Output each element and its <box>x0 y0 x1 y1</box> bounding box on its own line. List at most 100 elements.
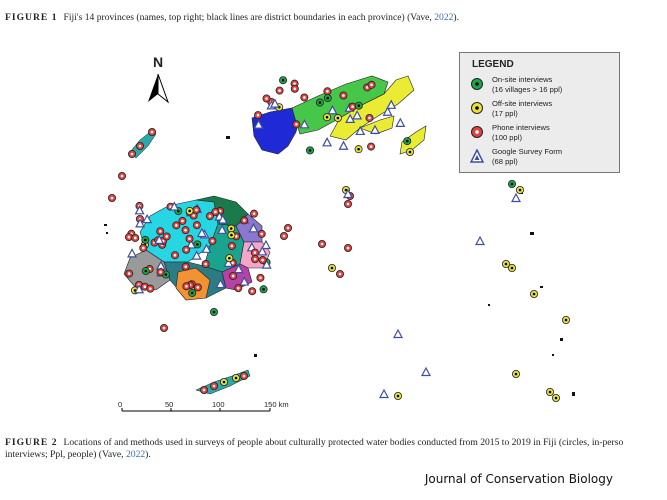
survey-point-center <box>231 274 235 278</box>
survey-point-center <box>188 237 191 241</box>
survey-markers <box>108 76 571 402</box>
survey-point-center <box>532 292 536 296</box>
survey-point-center <box>281 78 285 82</box>
figure-2-text-line1: Locations of and methods used in surveys… <box>63 437 624 448</box>
survey-point-center <box>195 208 198 212</box>
legend-google-detail: (68 ppl) <box>492 156 518 166</box>
survey-point-center <box>196 243 199 246</box>
survey-point-center <box>405 139 409 143</box>
figure-1-label: FIGURE 1 <box>5 12 58 23</box>
blue-triangle-icon <box>470 149 484 163</box>
legend-item-offsite: Off-site interviews (17 ppl) <box>466 99 618 125</box>
legend-item-phone: Phone interviews (100 ppl) <box>466 123 618 149</box>
survey-form-marker <box>338 140 349 150</box>
scale-tick-0: 0 <box>118 400 123 409</box>
legend-offsite-label: Off-site interviews <box>492 99 553 108</box>
figure-2-citation-year[interactable]: 2022 <box>125 449 146 460</box>
survey-point-center <box>320 242 324 246</box>
survey-point-center <box>308 149 312 152</box>
survey-point-center <box>204 262 207 266</box>
survey-point-center <box>554 396 558 400</box>
survey-point-center <box>368 116 371 120</box>
survey-form-marker <box>382 106 393 116</box>
green-circle-icon <box>471 78 483 90</box>
survey-point-center <box>510 182 514 186</box>
vanua-levu-island <box>251 75 427 155</box>
legend-google-label: Google Survey Form <box>492 147 563 156</box>
survey-point-center <box>261 258 264 262</box>
survey-point-center <box>325 115 329 119</box>
survey-point-center <box>342 94 345 97</box>
survey-point-center <box>234 235 238 238</box>
survey-form-marker <box>511 192 521 203</box>
survey-point-center <box>260 232 264 236</box>
legend-item-onsite: On-site interviews (16 villages > 16 ppl) <box>466 75 618 101</box>
survey-point-center <box>165 235 168 238</box>
survey-form-marker <box>186 239 197 249</box>
scale-tick-50: 50 <box>165 400 174 409</box>
figure-2-caption: FIGURE 2 Locations of and methods used in… <box>5 437 665 461</box>
survey-point-center <box>234 376 238 380</box>
survey-point-center <box>130 152 134 156</box>
survey-point-center <box>188 209 191 213</box>
survey-point-center <box>196 286 200 289</box>
yellow-circle-icon <box>471 102 483 114</box>
survey-point-center <box>346 246 350 250</box>
taveuni-island <box>399 125 427 155</box>
survey-point-center <box>184 228 187 232</box>
scale-tick-150: 150 km <box>264 400 289 409</box>
legend-onsite-detail: (16 villages > 16 ppl) <box>492 84 563 94</box>
survey-point-center <box>510 266 514 270</box>
survey-point-center <box>253 251 257 254</box>
figure-1-caption: FIGURE 1 Fiji's 14 provinces (names, top … <box>5 12 665 24</box>
survey-point-center <box>231 261 234 265</box>
survey-form-marker <box>201 243 212 253</box>
survey-point-center <box>326 89 329 93</box>
survey-point-center <box>127 272 131 275</box>
survey-point-center <box>282 234 286 238</box>
survey-point-center <box>192 214 195 217</box>
survey-form-marker <box>386 99 397 109</box>
survey-point-center <box>158 229 162 233</box>
survey-form-marker <box>248 223 259 233</box>
vanua-levu-province-east <box>329 75 415 141</box>
survey-point-center <box>208 214 212 218</box>
survey-form-marker <box>239 276 250 286</box>
legend-item-google-form: Google Survey Form (68 ppl) <box>466 147 618 173</box>
survey-point-center <box>141 246 145 250</box>
survey-form-marker <box>352 110 363 120</box>
north-arrow-icon <box>148 73 170 104</box>
survey-form-marker <box>217 224 228 234</box>
survey-form-marker <box>393 328 403 339</box>
survey-form-marker <box>370 124 381 134</box>
survey-point-center <box>351 105 354 108</box>
figure-1-citation-year[interactable]: 2022 <box>434 12 454 23</box>
survey-point-center <box>162 326 166 330</box>
legend-phone-detail: (100 ppl) <box>492 132 522 142</box>
survey-point-center <box>293 87 297 91</box>
red-circle-icon <box>471 126 483 138</box>
survey-point-center <box>262 287 265 291</box>
survey-form-marker <box>253 119 264 129</box>
survey-point-center <box>110 196 114 200</box>
survey-point-center <box>185 284 188 288</box>
survey-point-center <box>295 122 298 126</box>
survey-point-center <box>164 273 168 276</box>
survey-form-marker <box>134 283 145 294</box>
survey-point-center <box>357 104 361 108</box>
survey-point-center <box>504 262 508 266</box>
survey-point-center <box>228 256 231 260</box>
map-legend: LEGEND On-site interviews (16 villages > … <box>459 52 620 173</box>
legend-onsite-label: On-site interviews <box>492 75 553 84</box>
survey-point-center <box>181 219 184 223</box>
survey-point-center <box>344 188 348 192</box>
survey-point-center <box>318 101 322 104</box>
survey-point-center <box>259 276 262 280</box>
survey-point-center <box>120 174 124 178</box>
survey-form-marker <box>345 113 356 124</box>
survey-form-marker <box>233 263 244 274</box>
survey-point-center <box>518 188 522 192</box>
survey-form-marker <box>322 137 333 147</box>
figure-2-label: FIGURE 2 <box>5 437 58 448</box>
survey-point-center <box>242 219 246 222</box>
